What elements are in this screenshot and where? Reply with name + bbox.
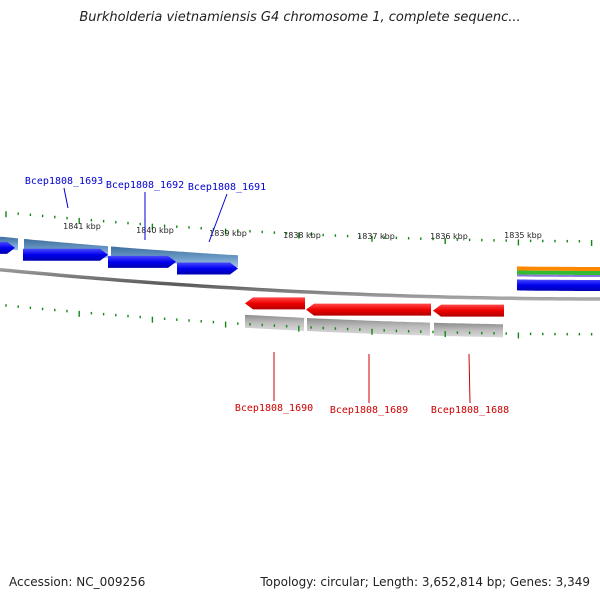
tick-label: 1837 kbp (357, 232, 395, 241)
reverse-cds-band (307, 318, 430, 336)
gene-label-reverse: Bcep1808_1690 (235, 403, 313, 414)
tick-label: 1835 kbp (504, 231, 542, 240)
tick-label: 1840 kbp (136, 226, 174, 235)
gene-arrow-forward (23, 248, 108, 261)
tick-label: 1841 kbp (63, 222, 101, 231)
forward-cds-band (111, 246, 238, 268)
gene-label-forward: Bcep1808_1692 (106, 180, 184, 191)
gene-label-reverse: Bcep1808_1689 (330, 405, 408, 416)
gene-arrow-forward (177, 262, 238, 275)
reverse-cds-band (434, 322, 503, 338)
topology-summary: Topology: circular; Length: 3,652,814 bp… (260, 575, 590, 589)
gene-arrow-reverse (433, 304, 504, 317)
feature-stripe (517, 274, 600, 277)
accession-text: Accession: NC_009256 (9, 575, 146, 589)
gene-label-forward: Bcep1808_1693 (25, 176, 103, 187)
tick-label: 1839 kbp (209, 229, 247, 238)
gene-leader-line (208, 193, 228, 243)
gene-arrow-forward (0, 241, 15, 254)
map-title: Burkholderia vietnamiensis G4 chromosome… (79, 10, 521, 25)
tick-label: 1838 kbp (283, 231, 321, 240)
gene-arrow-reverse (306, 303, 431, 316)
gene-leader-line (63, 187, 69, 209)
reverse-cds-band (245, 314, 304, 331)
gene-leader-line (468, 353, 471, 404)
gene-label-forward: Bcep1808_1691 (188, 182, 266, 193)
gene-arrow-reverse (245, 297, 305, 310)
tick-label: 1836 kbp (430, 232, 468, 241)
feature-stripe (517, 270, 600, 275)
chromosome-backbone (0, 267, 600, 301)
gene-label-reverse: Bcep1808_1688 (431, 405, 509, 416)
feature-stripe (517, 279, 600, 291)
gene-arrow-forward (108, 255, 176, 268)
feature-stripe (517, 266, 600, 271)
